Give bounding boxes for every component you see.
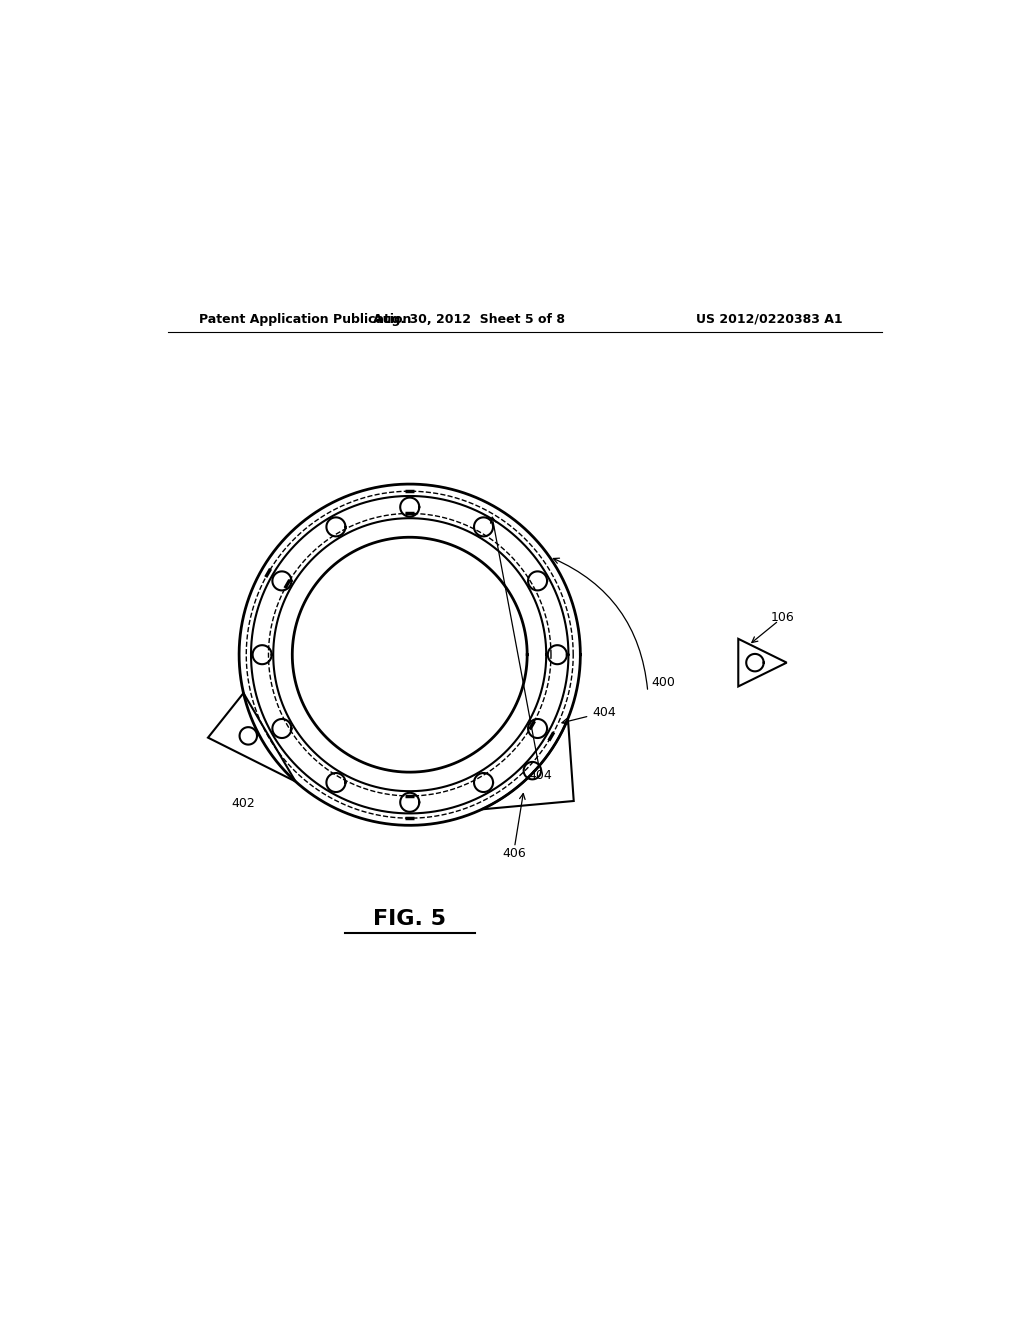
Text: 400: 400	[652, 676, 676, 689]
Text: US 2012/0220383 A1: US 2012/0220383 A1	[695, 313, 842, 326]
Text: 406: 406	[503, 846, 526, 859]
Text: Aug. 30, 2012  Sheet 5 of 8: Aug. 30, 2012 Sheet 5 of 8	[373, 313, 565, 326]
Text: 402: 402	[231, 796, 255, 809]
Text: Patent Application Publication: Patent Application Publication	[200, 313, 412, 326]
Text: 106: 106	[771, 611, 795, 624]
Text: FIG. 5: FIG. 5	[373, 909, 446, 929]
Text: 404: 404	[490, 517, 553, 783]
Text: 404: 404	[562, 706, 616, 725]
